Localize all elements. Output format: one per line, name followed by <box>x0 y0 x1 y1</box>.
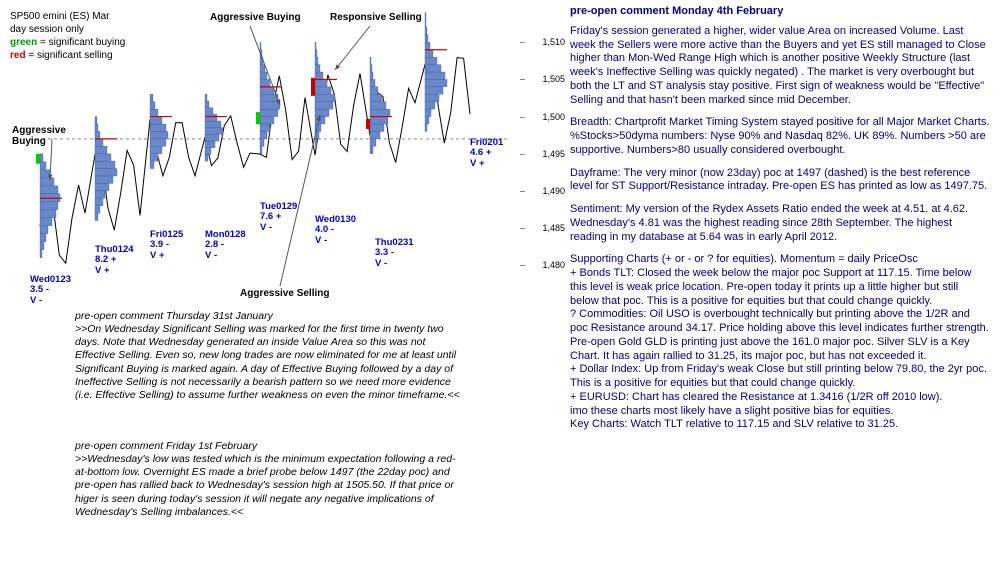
day-label: Tue01297.6 +V - <box>260 202 297 233</box>
thursday-comment: pre-open comment Thursday 31st January >… <box>75 310 460 402</box>
monday-comment: pre-open comment Monday 4th February Fri… <box>570 5 990 441</box>
friday-body: >>Wednesday's low was tested which is th… <box>75 453 460 519</box>
y-tick-label: 1,485 <box>525 223 565 233</box>
chart-area: SP500 emini (ES) Mar day session only gr… <box>0 0 560 300</box>
friday-comment: pre-open comment Friday 1st February >>W… <box>75 440 460 519</box>
chart-annotation: Aggressive Buying <box>12 125 66 147</box>
day-label: Thu01248.2 +V + <box>95 245 134 276</box>
y-tick-label: 1,490 <box>525 186 565 196</box>
thursday-title: pre-open comment Thursday 31st January <box>75 310 460 323</box>
day-label: Thu02313.3 -V - <box>375 238 414 269</box>
monday-p2: Breadth: Chartprofit Market Timing Syste… <box>570 116 990 157</box>
day-label: Fri01253.9 -V + <box>150 230 183 261</box>
chart-annotation: Aggressive Buying <box>210 12 301 23</box>
monday-title: pre-open comment Monday 4th February <box>570 5 990 19</box>
monday-p5: Supporting Charts (+ or - or ? for equit… <box>570 253 990 432</box>
market-profile-chart <box>10 10 550 290</box>
y-tick-label: 1,480 <box>525 260 565 270</box>
day-label: Mon01282.8 -V - <box>205 230 246 261</box>
y-axis: 1,480 1,485 1,490 1,495 1,500 1,505 1,510 <box>525 10 565 270</box>
y-tick-label: 1,505 <box>525 74 565 84</box>
thursday-body: >>On Wednesday Significant Selling was m… <box>75 323 460 402</box>
monday-p3: Dayframe: The very minor (now 23day) poc… <box>570 167 990 195</box>
chart-annotation: Responsive Selling <box>330 12 422 23</box>
day-label: Fri02014.6 +V + <box>470 138 503 169</box>
monday-p4: Sentiment: My version of the Rydex Asset… <box>570 203 990 244</box>
day-label: Wed01304.0 -V - <box>315 215 356 246</box>
y-tick-label: 1,500 <box>525 112 565 122</box>
y-tick-label: 1,495 <box>525 149 565 159</box>
day-label: Wed01233.5 -V - <box>30 275 71 306</box>
friday-title: pre-open comment Friday 1st February <box>75 440 460 453</box>
chart-annotation: Aggressive Selling <box>240 288 329 299</box>
monday-p1: Friday's session generated a higher, wid… <box>570 25 990 108</box>
y-tick-label: 1,510 <box>525 37 565 47</box>
